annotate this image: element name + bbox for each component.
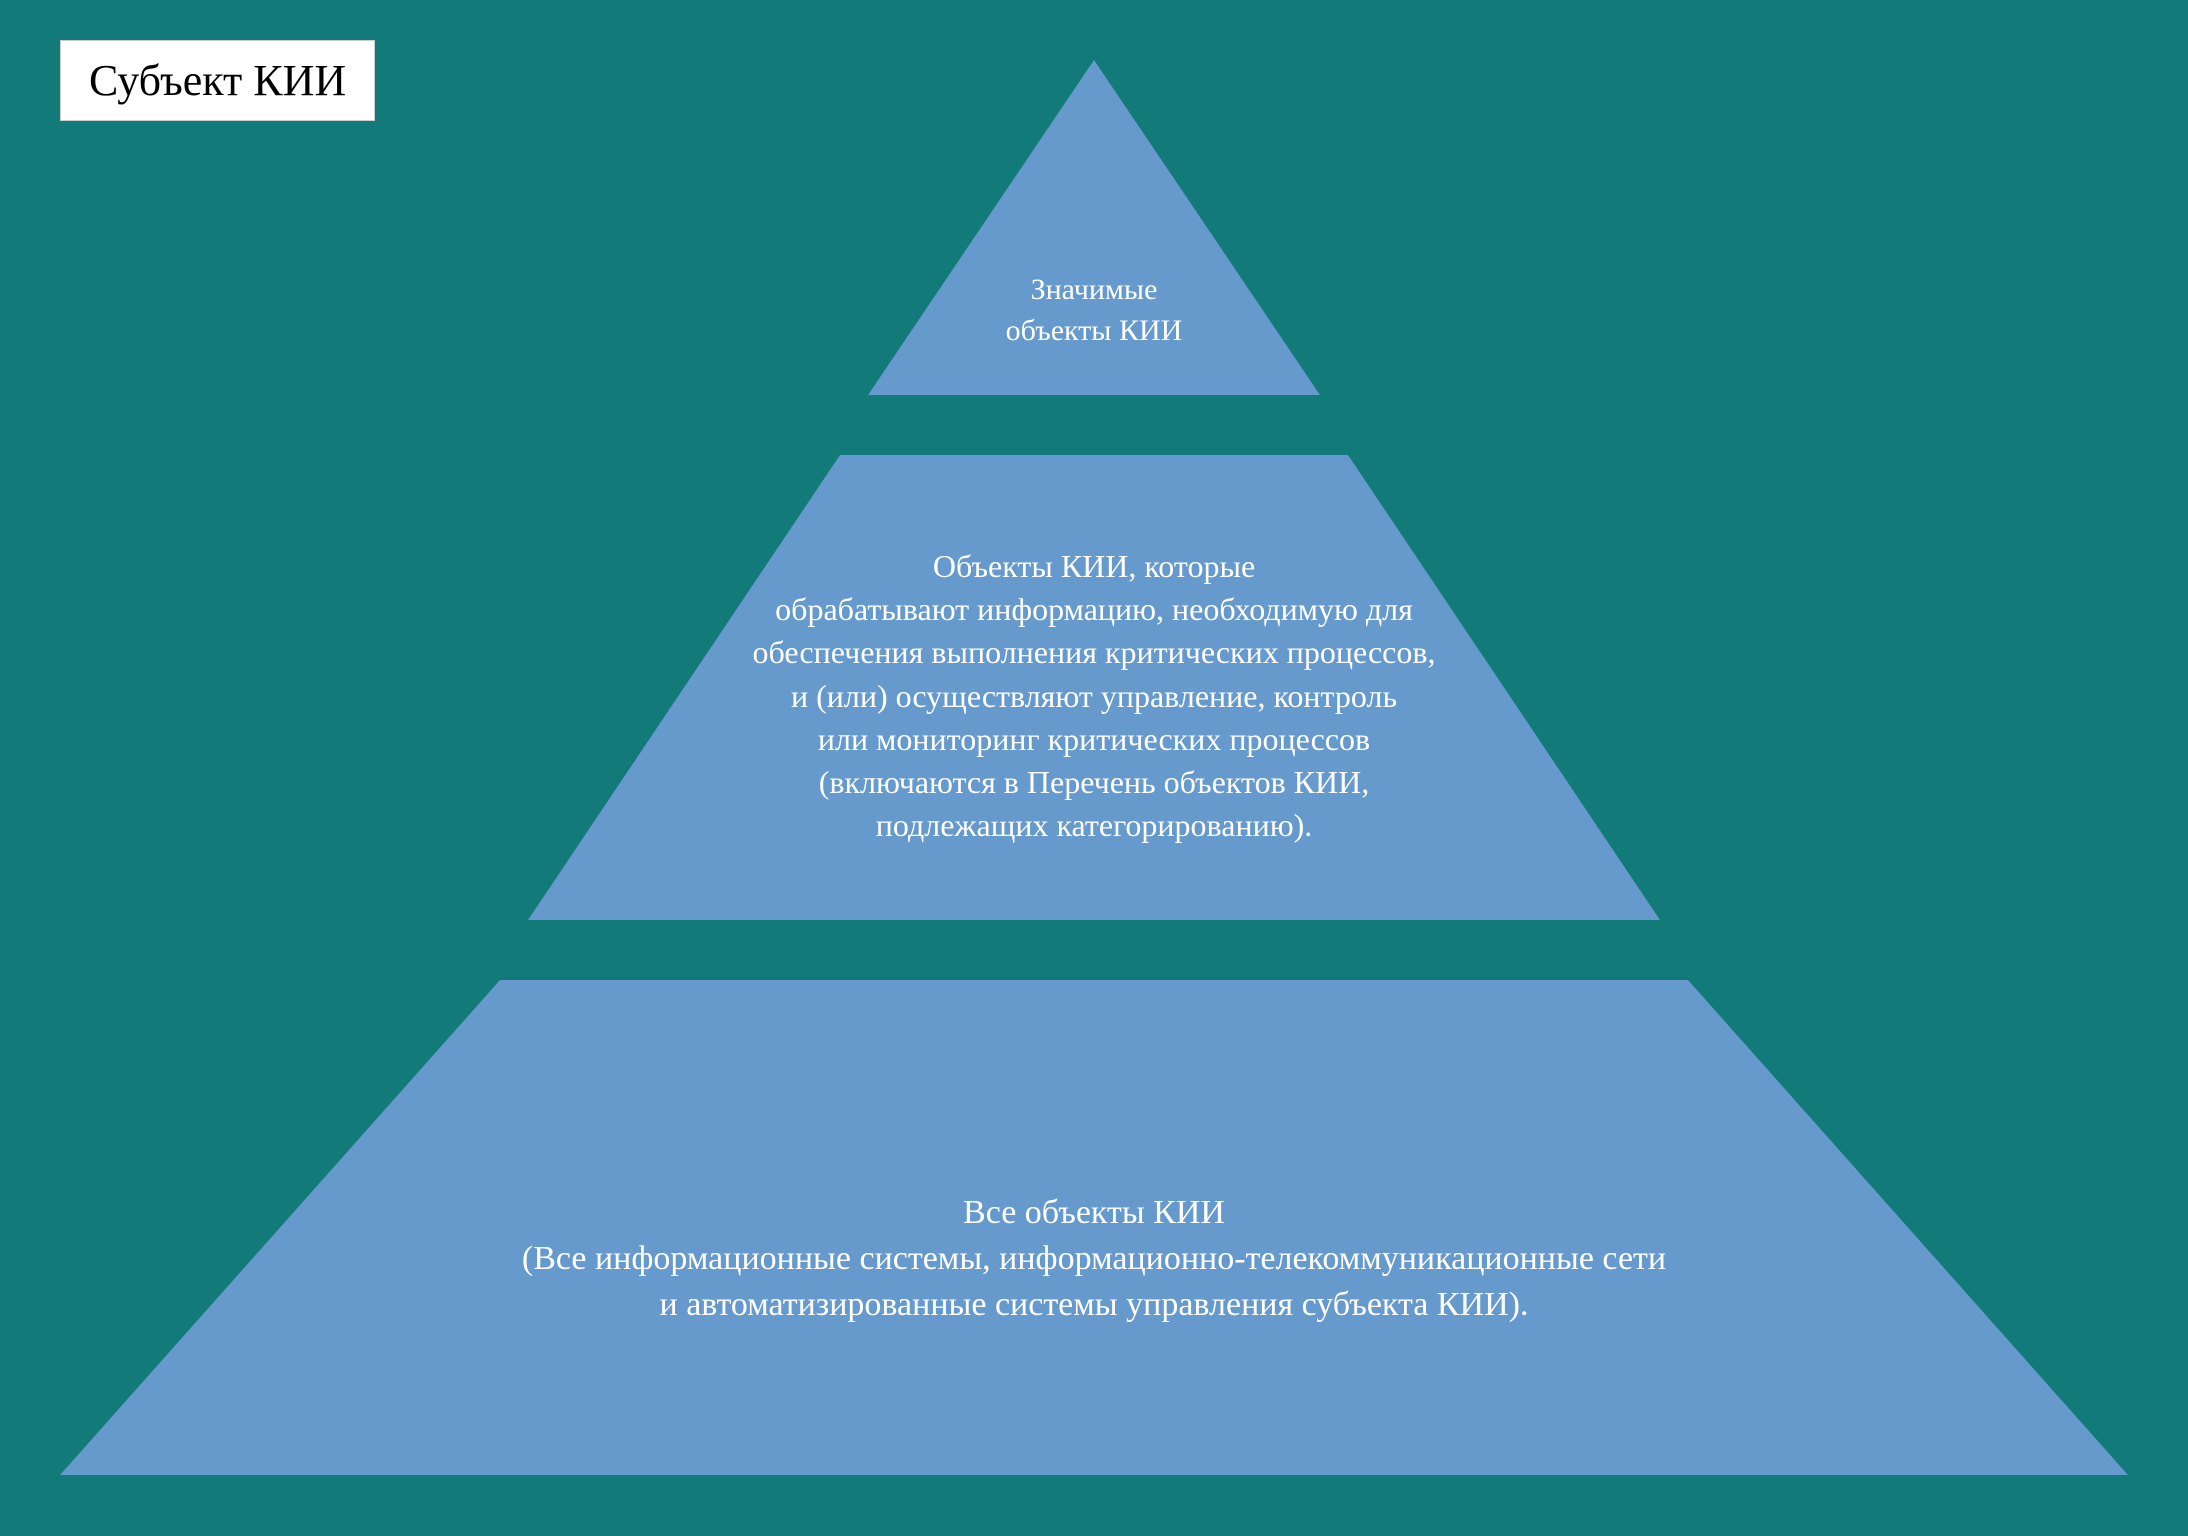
title-text: Субъект КИИ xyxy=(89,56,346,105)
pyramid-label-middle-line: обеспечения выполнения критических проце… xyxy=(528,631,1660,674)
title-box: Субъект КИИ xyxy=(60,40,375,121)
pyramid-label-middle-line: подлежащих категорированию). xyxy=(528,804,1660,847)
labels-layer: Значимыеобъекты КИИОбъекты КИИ, которыео… xyxy=(0,0,2188,1536)
pyramid-label-top-line: объекты КИИ xyxy=(868,311,1320,352)
pyramid-label-top-line: Значимые xyxy=(868,270,1320,311)
pyramid-label-bottom: Все объекты КИИ(Все информационные систе… xyxy=(200,1190,1988,1328)
pyramid-label-middle-line: или мониторинг критических процессов xyxy=(528,718,1660,761)
pyramid-label-bottom-line: (Все информационные системы, информацион… xyxy=(200,1236,1988,1282)
diagram-container: Субъект КИИ Значимыеобъекты КИИ Объекты К… xyxy=(0,0,2188,1536)
pyramid-label-middle-line: обрабатывают информацию, необходимую для xyxy=(528,588,1660,631)
pyramid-label-bottom-line: и автоматизированные системы управления … xyxy=(200,1282,1988,1328)
pyramid-label-middle-line: и (или) осуществляют управление, контрол… xyxy=(528,675,1660,718)
pyramid-label-bottom-line: Все объекты КИИ xyxy=(200,1190,1988,1236)
pyramid-label-middle-line: (включаются в Перечень объектов КИИ, xyxy=(528,761,1660,804)
pyramid-label-top: Значимыеобъекты КИИ xyxy=(868,270,1320,351)
pyramid-label-middle-line: Объекты КИИ, которые xyxy=(528,545,1660,588)
pyramid-label-middle: Объекты КИИ, которыеобрабатывают информа… xyxy=(528,545,1660,847)
